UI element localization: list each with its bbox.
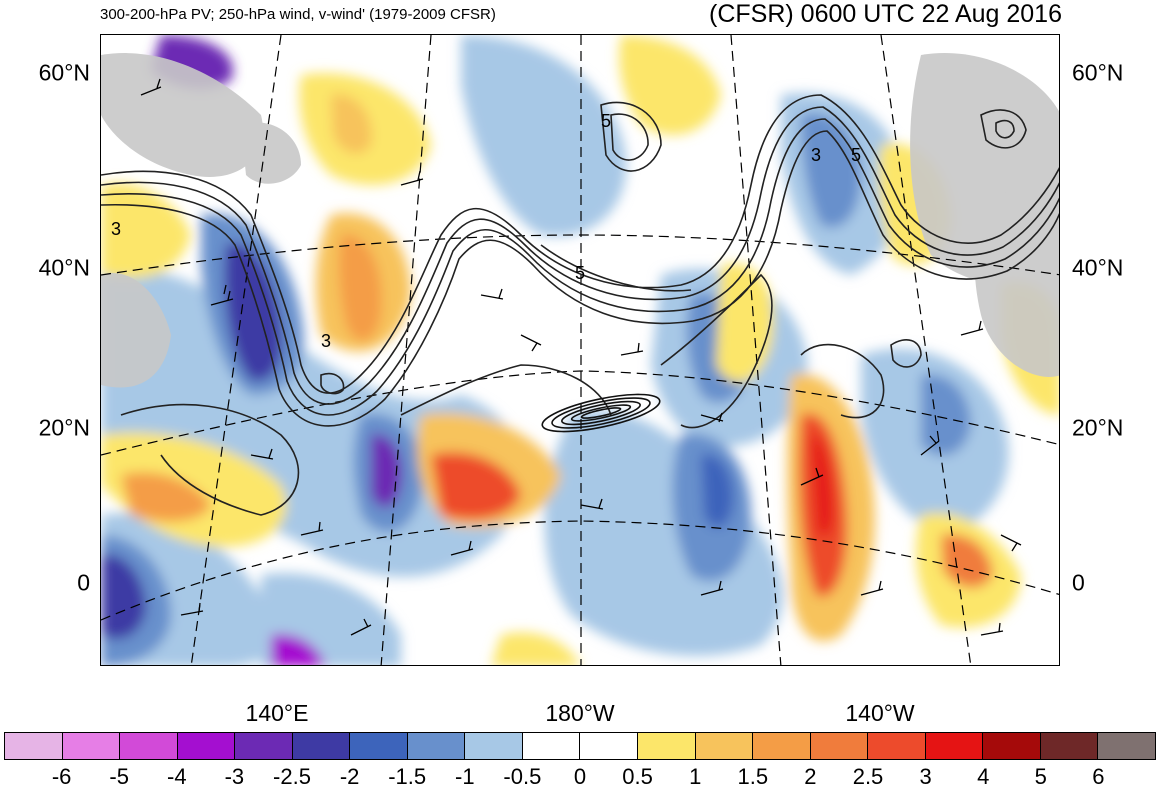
lat-label-right: 0 [1072,569,1085,596]
colorbar-swatch [465,733,523,759]
colorbar-tick-label: -5 [109,764,129,789]
colorbar [4,732,1156,760]
colorbar-swatch [120,733,178,759]
colorbar-swatch [868,733,926,759]
colorbar-tick-label: 6 [1092,764,1105,789]
colorbar-tick-label: 0.5 [622,764,653,789]
contour-label: 3 [111,219,121,239]
colorbar-tick-label: 3 [919,764,932,789]
colorbar-tick-label: -2 [339,764,360,789]
contour-label: 5 [851,145,861,165]
colorbar-swatch [62,733,121,759]
pv-shading [101,53,1059,388]
colorbar-swatch [292,733,351,759]
pv-contours [101,94,1059,516]
lat-label-left: 40°N [38,254,90,281]
colorbar-swatch [983,733,1041,759]
lat-label-left: 20°N [38,414,90,441]
map-subtitle: 300-200-hPa PV; 250-hPa wind, v-wind' (1… [100,6,496,23]
colorbar-swatch [925,733,984,759]
colorbar-tick-label: 2 [804,764,817,789]
colorbar-swatch [753,733,811,759]
colorbar-swatch [580,733,639,759]
map-panel[interactable]: 5 3 5 5 3 3 [100,34,1060,666]
colorbar-tick-label: 4 [977,764,990,789]
colorbar-tick-label: -1 [455,764,475,789]
colorbar-swatch [177,733,236,759]
colorbar-swatch [1098,733,1155,759]
jet-contours [541,393,661,433]
contour-label: 5 [601,111,611,131]
lat-label-left: 60°N [38,59,90,86]
wind-barbs [140,78,1022,636]
colorbar-swatch [407,733,466,759]
map-canvas: 5 3 5 5 3 3 [101,35,1059,665]
colorbar-tick-label: 2.5 [852,764,884,789]
lat-label-right: 40°N [1072,254,1124,281]
colorbar-tick-label: -6 [51,764,72,789]
contour-label: 5 [575,263,585,283]
colorbar-tick-label: -2.5 [273,764,311,789]
colorbar-swatch [638,733,696,759]
colorbar-swatch [5,733,63,759]
colorbar-swatch [695,733,754,759]
colorbar-swatch [350,733,408,759]
colorbar-tick-label: -4 [167,764,187,789]
contour-label: 3 [811,145,821,165]
colorbar-swatch [522,733,581,759]
graticule [101,35,1059,665]
lat-label-left: 0 [77,569,90,596]
lat-label-right: 60°N [1072,59,1124,86]
v-wind-anomaly-field [101,35,1059,665]
contour-label: 3 [321,331,331,351]
colorbar-tick-label: -3 [224,764,245,789]
colorbar-tick-label: 1.5 [737,764,769,789]
lon-label: 140°W [845,700,915,726]
colorbar-swatch [810,733,869,759]
lon-label: 140°E [245,700,309,726]
colorbar-tick-label: 5 [1034,764,1047,789]
colorbar-tick-label: -1.5 [388,764,427,789]
colorbar-tick-label: 1 [689,764,702,789]
lat-label-right: 20°N [1072,414,1124,441]
map-title: (CFSR) 0600 UTC 22 Aug 2016 [709,0,1062,28]
colorbar-swatch [1040,733,1099,759]
colorbar-swatch [235,733,293,759]
colorbar-tick-label: 0 [573,764,587,789]
lon-label: 180°W [545,700,615,726]
colorbar-tick-label: -0.5 [503,764,542,789]
